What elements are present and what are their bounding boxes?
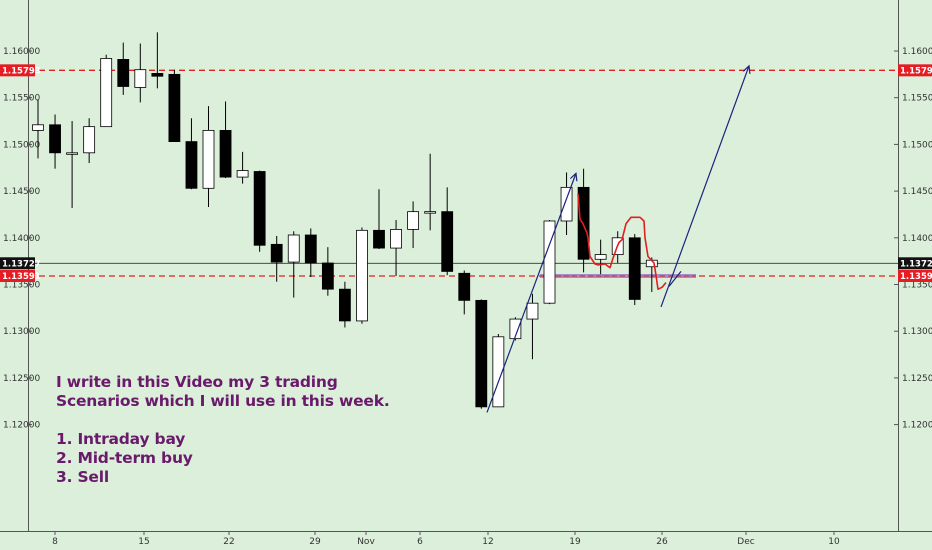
candle-bullish	[236, 170, 249, 178]
x-tick-label: Nov	[357, 537, 375, 547]
annotation-item-2: 2. Mid-term buy	[56, 449, 193, 467]
candle-bullish	[32, 124, 44, 131]
candle-bullish	[594, 254, 607, 260]
y-tick-label-right: 1.12000	[902, 421, 932, 431]
candle-bearish	[117, 59, 130, 87]
candle-bearish	[219, 129, 232, 178]
mid-term-buy-arrow	[660, 66, 749, 308]
x-tick-label: Dec	[737, 537, 754, 547]
candle-bearish	[475, 299, 488, 408]
upper-level-right-label: 1.15793	[900, 66, 932, 76]
candle-bearish	[49, 124, 61, 154]
candles	[32, 32, 658, 409]
intraday-scenario-path	[577, 193, 667, 290]
upper-level-right-badge	[898, 64, 932, 77]
candle-bullish	[134, 69, 147, 88]
current-price-right-label: 1.13727	[900, 259, 932, 269]
y-tick-label-left: 1.12500	[3, 374, 40, 384]
candle-bullish	[424, 211, 437, 214]
x-tick-label: 29	[309, 537, 321, 547]
x-tick-label: 6	[417, 537, 423, 547]
x-tick-label: 15	[138, 537, 149, 547]
annotation-item-1: 1. Intraday bay	[56, 430, 186, 448]
x-tick-label: 8	[52, 537, 58, 547]
y-tick-label-left: 1.14500	[3, 187, 40, 197]
candle-bearish	[321, 262, 334, 290]
y-tick-label-right: 1.16000	[902, 47, 932, 57]
candle-bullish	[407, 211, 420, 230]
x-tick-label: 26	[656, 537, 668, 547]
candle-bullish	[543, 220, 556, 304]
candle-bullish	[526, 302, 539, 320]
candle-bullish	[202, 129, 215, 189]
x-tick-label: 12	[482, 537, 493, 547]
current-price-left-badge	[0, 257, 35, 270]
lower-level-left-label: 1.13591	[2, 272, 41, 282]
drawings	[486, 66, 749, 413]
candle-bullish	[356, 229, 368, 322]
lower-level-left-badge	[0, 270, 35, 283]
trend-arrow-up	[486, 173, 576, 413]
y-tick-label-left: 1.13500	[3, 281, 40, 291]
y-tick-label-right: 1.14000	[902, 234, 932, 244]
candle-bullish	[287, 234, 300, 263]
candle-bearish	[304, 234, 317, 264]
y-tick-label-right: 1.13000	[902, 327, 932, 337]
candle-bearish	[628, 237, 641, 300]
candle-bearish	[185, 141, 198, 189]
candle-bullish	[509, 318, 522, 340]
candle-bearish	[338, 288, 351, 322]
price-badges: 1.15793 1.15793 1.13727 1.13727 1.13591 1.135…	[0, 64, 932, 283]
x-tick-label: 10	[828, 537, 840, 547]
y-tick-label-right: 1.15000	[902, 140, 932, 150]
candle-bullish	[560, 186, 573, 222]
current-price-left-label: 1.13727	[2, 259, 41, 269]
y-tick-label-left: 1.15500	[3, 94, 40, 104]
x-tick-label: 22	[223, 537, 234, 547]
y-tick-label-left: 1.12000	[3, 421, 40, 431]
candle-bullish	[83, 126, 96, 154]
upper-level-left-label: 1.15793	[2, 66, 41, 76]
y-tick-label-right: 1.13500	[902, 281, 932, 291]
current-price-right-badge	[898, 257, 932, 270]
y-tick-label-right: 1.12500	[902, 374, 932, 384]
candle-bullish	[100, 58, 113, 128]
intraday-arrow-stub	[668, 271, 682, 287]
candle-bullish	[492, 336, 505, 408]
y-tick-label-left: 1.14000	[3, 234, 40, 244]
x-tick-label: 19	[569, 537, 581, 547]
scenario-annotation: I write in this Video my 3 trading Scena…	[56, 373, 390, 487]
y-axis-right: 1.16000 1.15500 1.15000 1.14500 1.14000 1.135…	[894, 47, 932, 431]
y-tick-label-left: 1.16000	[3, 47, 40, 57]
candle-bullish	[390, 228, 402, 249]
candle-bullish	[66, 152, 78, 155]
lower-level-right-badge	[898, 270, 932, 283]
candle-bearish	[151, 73, 164, 77]
candle-bearish	[373, 229, 385, 249]
y-tick-label-left: 1.13000	[3, 327, 40, 337]
annotation-spacer	[56, 411, 390, 430]
annotation-line-2: Scenarios which I will use in this week.	[56, 392, 390, 410]
candle-bearish	[253, 171, 266, 246]
support-zone-highlight	[540, 274, 696, 279]
lower-level-right-label: 1.13591	[900, 272, 932, 282]
candle-bearish	[458, 272, 471, 301]
x-axis: 8 15 22 29 Nov 6 12 19 26 Dec 10	[52, 531, 840, 547]
upper-level-left-badge	[0, 64, 35, 77]
annotation-line-1: I write in this Video my 3 trading	[56, 373, 338, 391]
candle-bearish	[441, 211, 454, 272]
candle-bearish	[270, 243, 283, 263]
y-axis-left: 1.16000 1.15500 1.15000 1.14500 1.14000 1.135…	[3, 47, 40, 431]
y-tick-label-right: 1.14500	[902, 187, 932, 197]
y-tick-label-left: 1.15000	[3, 140, 40, 150]
y-tick-label-right: 1.15500	[902, 94, 932, 104]
annotation-item-3: 3. Sell	[56, 468, 109, 486]
candle-bearish	[168, 73, 181, 142]
